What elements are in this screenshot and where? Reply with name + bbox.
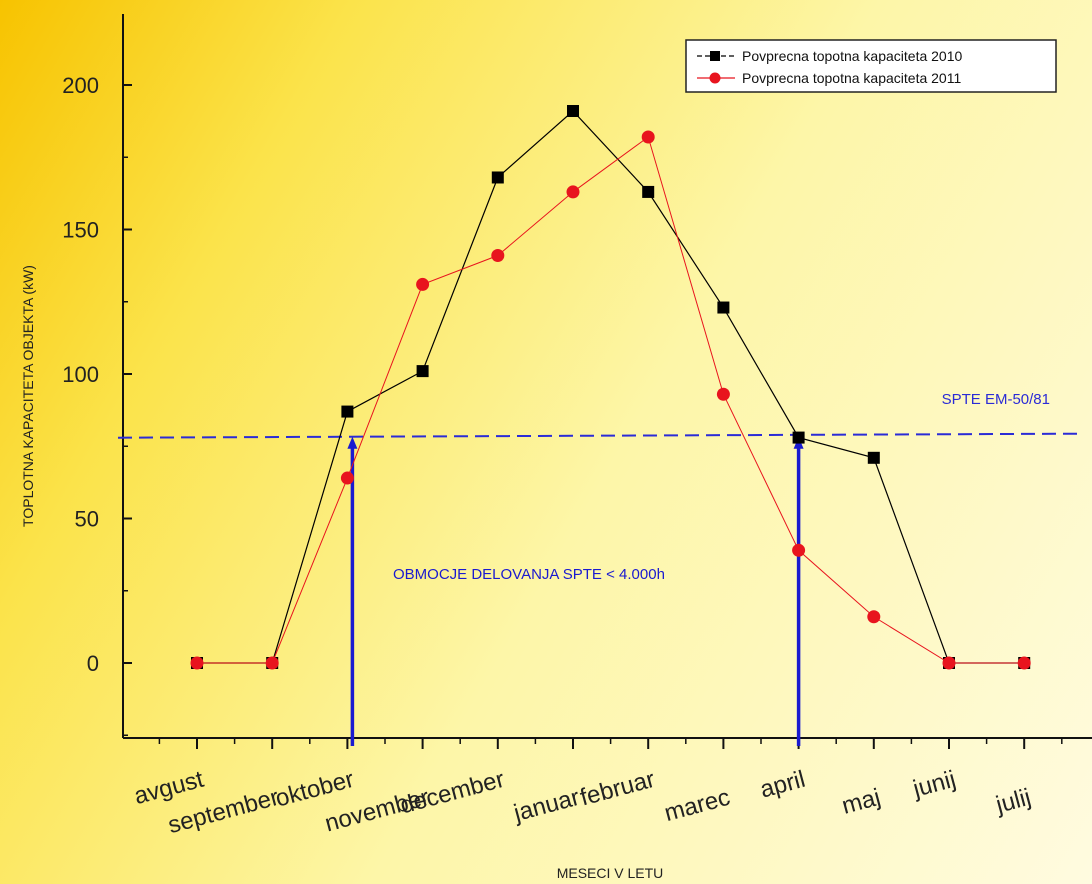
x-tick-label: december xyxy=(397,766,507,820)
data-point-square xyxy=(416,365,429,378)
legend-label: Povprecna topotna kapaciteta 2011 xyxy=(742,70,961,86)
data-point-square xyxy=(642,185,655,198)
data-point-square xyxy=(341,405,354,418)
data-point-square xyxy=(867,451,880,464)
operating-window-group: OBMOCJE DELOVANJA SPTE < 4.000h xyxy=(347,436,804,746)
window-arrowhead xyxy=(347,436,358,449)
x-tick-label: julij xyxy=(992,784,1033,819)
x-tick-label: avgust xyxy=(131,766,207,810)
x-tick-label: april xyxy=(757,766,808,804)
data-point-circle xyxy=(641,130,655,144)
legend-label: Povprecna topotna kapaciteta 2010 xyxy=(742,48,962,64)
x-tick-label: februar xyxy=(577,766,657,812)
y-axis: 0 50 100 150 200 xyxy=(62,73,132,736)
x-tick-label: januar xyxy=(510,784,582,828)
data-point-circle xyxy=(1017,656,1031,670)
x-tick-label: junij xyxy=(909,766,958,803)
data-point-square xyxy=(717,301,730,314)
data-point-square xyxy=(567,105,579,118)
plot-frame xyxy=(122,14,1092,739)
series-line xyxy=(197,110,1025,664)
x-tick-label: marec xyxy=(662,784,733,827)
data-point-circle xyxy=(566,185,580,199)
data-point-circle xyxy=(942,656,956,670)
y-axis-title: TOPLOTNA KAPACITETA OBJEKTA (kW) xyxy=(20,265,36,527)
data-point-circle xyxy=(867,610,881,624)
y-tick-label: 150 xyxy=(62,218,99,243)
legend-marker-circle xyxy=(709,72,721,84)
data-point-circle xyxy=(190,656,204,670)
y-tick-label: 100 xyxy=(62,362,99,387)
legend-marker-square xyxy=(710,51,720,61)
data-point-circle xyxy=(265,656,279,670)
y-tick-label: 50 xyxy=(75,507,99,532)
data-point-circle xyxy=(340,471,354,485)
data-point-square xyxy=(792,431,805,444)
y-tick-label: 0 xyxy=(87,651,99,676)
operating-window-label: OBMOCJE DELOVANJA SPTE < 4.000h xyxy=(393,566,665,583)
y-tick-label: 200 xyxy=(62,73,99,98)
reference-line-group: SPTE EM-50/81 xyxy=(117,391,1081,439)
reference-line xyxy=(117,432,1081,439)
legend: Povprecna topotna kapaciteta 2010 Povprec… xyxy=(685,39,1057,93)
legend-box xyxy=(685,39,1057,93)
series-group xyxy=(190,105,1031,670)
x-axis-title: MESECI V LETU xyxy=(557,865,664,881)
reference-line-label: SPTE EM-50/81 xyxy=(942,391,1050,408)
data-point-circle xyxy=(716,387,730,401)
data-point-circle xyxy=(792,543,806,557)
data-point-square xyxy=(491,171,504,184)
data-point-circle xyxy=(416,277,430,291)
x-tick-label: maj xyxy=(839,784,883,820)
series-line xyxy=(197,136,1025,664)
data-point-circle xyxy=(491,249,505,263)
